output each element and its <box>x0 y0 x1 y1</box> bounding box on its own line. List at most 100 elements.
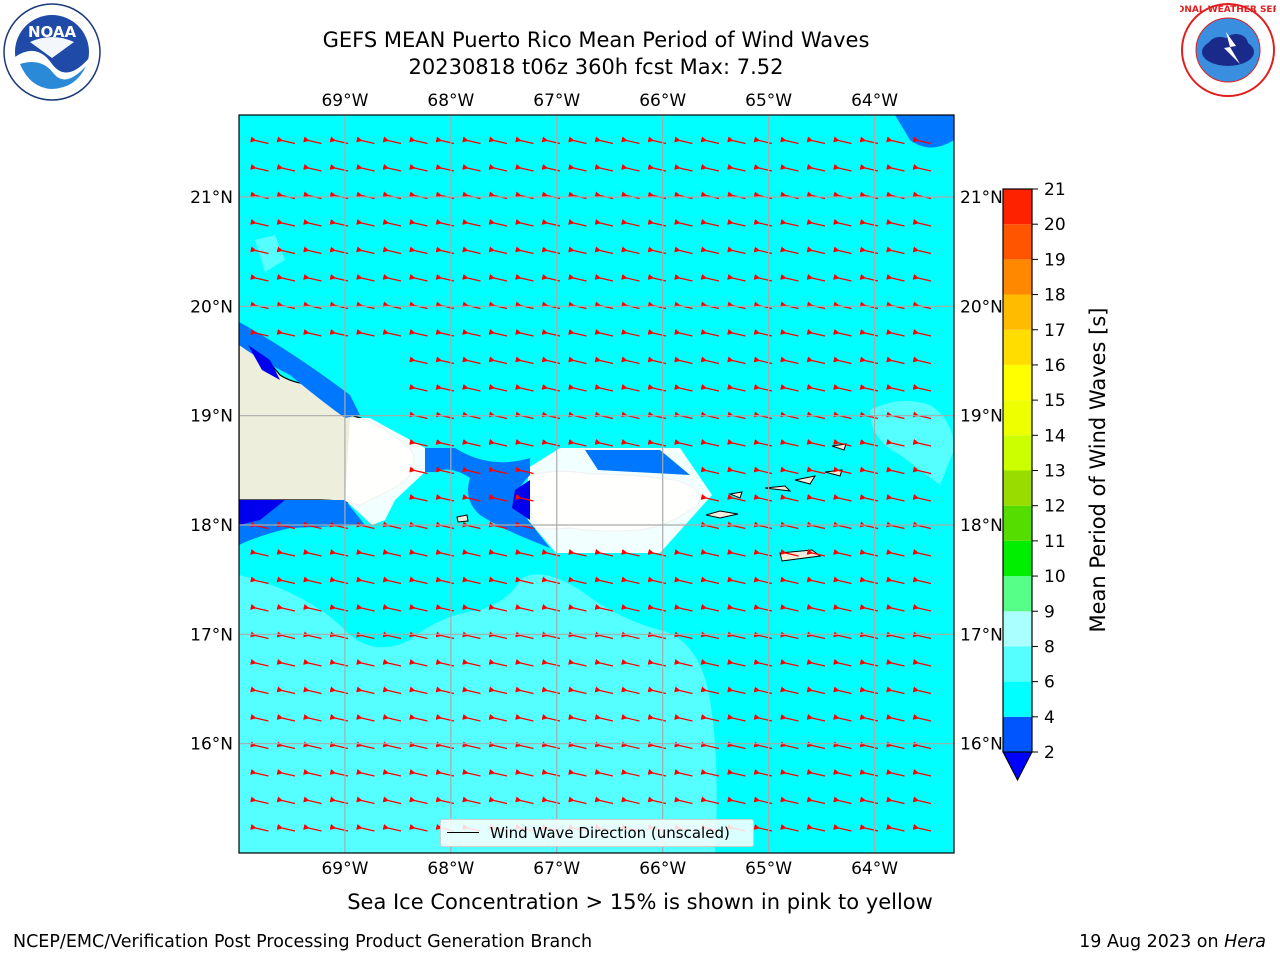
colorbar-tick-label: 2 <box>1044 743 1055 763</box>
wave-direction-arrow <box>568 631 587 640</box>
wave-direction-arrow <box>806 521 826 530</box>
wave-direction-arrow <box>753 576 773 585</box>
wave-direction-arrow <box>912 328 932 337</box>
wave-direction-arrow <box>833 686 852 695</box>
wave-direction-arrow <box>435 438 455 447</box>
wave-direction-arrow <box>700 466 720 475</box>
wave-direction-arrow <box>382 576 402 585</box>
wave-direction-arrow <box>435 328 455 337</box>
wave-direction-arrow <box>727 218 746 227</box>
lat-label: 20°N <box>960 297 1003 317</box>
wave-direction-arrow <box>753 163 773 172</box>
wave-direction-arrow <box>753 191 773 200</box>
wave-direction-arrow <box>382 631 402 640</box>
wave-direction-arrow <box>329 658 349 667</box>
wave-direction-arrow <box>462 273 481 282</box>
wave-direction-arrow <box>303 576 322 585</box>
wave-direction-arrow <box>382 796 402 805</box>
wave-direction-arrow <box>409 163 428 172</box>
wave-direction-arrow <box>409 218 428 227</box>
wave-direction-arrow <box>886 356 905 365</box>
wave-direction-arrow <box>859 686 879 695</box>
wave-direction-arrow <box>912 493 932 502</box>
wave-direction-arrow <box>700 191 720 200</box>
wave-direction-arrow <box>488 741 508 750</box>
wave-direction-arrow <box>356 603 375 612</box>
wave-direction-arrow <box>462 493 481 502</box>
wave-direction-arrow <box>488 356 508 365</box>
wave-direction-arrow <box>806 658 826 667</box>
wave-direction-arrow <box>435 383 455 392</box>
wave-direction-arrow <box>700 163 720 172</box>
wave-direction-arrow <box>409 246 428 255</box>
wave-direction-arrow <box>753 466 773 475</box>
wave-direction-arrow <box>409 521 428 530</box>
wave-direction-arrow <box>912 136 932 145</box>
wave-direction-arrow <box>621 603 640 612</box>
contour-2-4-mona <box>425 448 550 548</box>
wave-direction-arrow <box>833 356 852 365</box>
wave-direction-arrow <box>859 658 879 667</box>
wave-direction-arrow <box>435 576 455 585</box>
wave-direction-arrow <box>303 713 322 722</box>
wave-direction-arrow <box>276 631 296 640</box>
lon-label: 69°W <box>321 859 368 879</box>
wave-direction-arrow <box>912 411 932 420</box>
wave-direction-arrow <box>303 741 322 750</box>
wave-direction-arrow <box>568 796 587 805</box>
contour-6-8-south <box>239 574 717 853</box>
wave-direction-arrow <box>859 603 879 612</box>
wave-direction-arrow <box>621 741 640 750</box>
wave-direction-arrow <box>250 658 269 667</box>
wave-direction-arrow <box>859 493 879 502</box>
wave-direction-arrow <box>727 383 746 392</box>
lat-labels-right: 21°N 20°N 19°N 18°N 17°N 16°N <box>960 188 1003 755</box>
wave-direction-arrow <box>568 548 587 557</box>
coastal-mask-hispaniola <box>345 418 425 525</box>
wave-direction-arrow <box>647 191 667 200</box>
wave-direction-arrow <box>435 218 455 227</box>
wave-direction-arrow <box>250 246 269 255</box>
wave-direction-arrow <box>409 548 428 557</box>
colorbar-frame <box>1002 188 1033 753</box>
wave-direction-arrow <box>382 136 402 145</box>
wave-direction-arrow <box>515 246 534 255</box>
wave-direction-arrow <box>276 521 296 530</box>
lon-label: 66°W <box>639 859 686 879</box>
wave-direction-arrow <box>276 741 296 750</box>
wave-direction-arrow <box>276 163 296 172</box>
wave-direction-arrow <box>753 823 773 832</box>
wave-direction-arrow <box>780 823 799 832</box>
wave-direction-arrow <box>515 301 534 310</box>
wave-direction-arrow <box>250 713 269 722</box>
wave-direction-arrow <box>568 411 587 420</box>
wave-direction-arrow <box>647 273 667 282</box>
wave-direction-arrow <box>409 356 428 365</box>
wave-direction-arrow <box>488 796 508 805</box>
wave-direction-arrow <box>886 466 905 475</box>
wave-direction-arrow <box>621 328 640 337</box>
wave-direction-arrow <box>912 631 932 640</box>
wave-direction-arrow <box>462 411 481 420</box>
wave-direction-arrow <box>382 273 402 282</box>
wave-direction-arrow <box>435 658 455 667</box>
wave-direction-arrow <box>276 576 296 585</box>
wave-direction-arrow <box>647 136 667 145</box>
wave-direction-arrow <box>674 301 693 310</box>
lon-label: 65°W <box>745 859 792 879</box>
wave-direction-arrow <box>462 136 481 145</box>
wave-direction-arrow <box>568 301 587 310</box>
wave-direction-arrow <box>435 356 455 365</box>
wave-direction-arrow <box>594 631 614 640</box>
wave-direction-arrow <box>594 658 614 667</box>
colorbar-segment <box>1003 435 1032 471</box>
wave-direction-arrow <box>276 713 296 722</box>
wave-direction-arrow <box>435 466 455 475</box>
wave-direction-arrow <box>833 301 852 310</box>
lon-label: 65°W <box>745 91 792 111</box>
wave-direction-arrow <box>859 136 879 145</box>
wave-direction-arrow <box>621 136 640 145</box>
wave-direction-arrow <box>621 713 640 722</box>
wave-direction-arrow <box>382 741 402 750</box>
wave-direction-arrow <box>329 713 349 722</box>
